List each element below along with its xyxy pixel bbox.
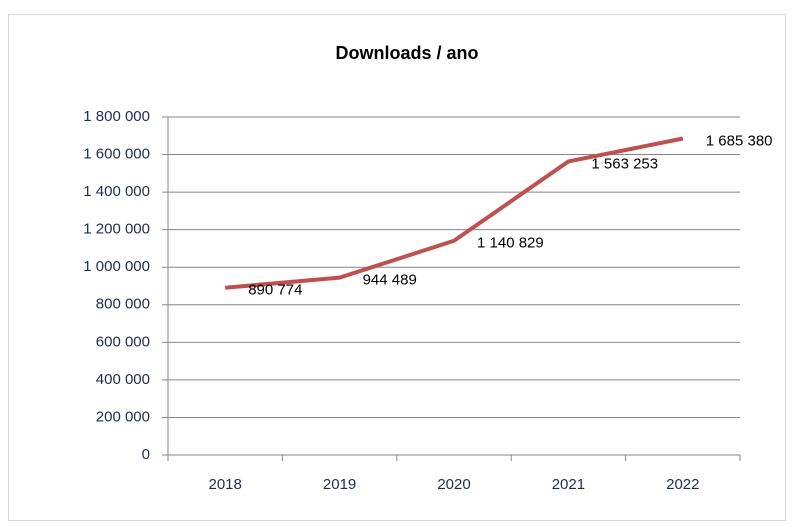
y-tick-label: 400 000 [96, 371, 150, 388]
y-tick-label: 600 000 [96, 333, 150, 350]
y-tick-label: 1 800 000 [83, 108, 150, 125]
x-tick-label: 2018 [209, 476, 242, 493]
y-tick-label: 1 400 000 [83, 183, 150, 200]
y-tick-label: 800 000 [96, 296, 150, 313]
data-label: 944 489 [363, 272, 417, 289]
data-label: 1 685 380 [706, 132, 773, 149]
data-label: 1 563 253 [591, 155, 658, 172]
x-tick-label: 2020 [437, 476, 470, 493]
x-tick-label: 2021 [552, 476, 585, 493]
chart-title: Downloads / ano [335, 43, 478, 63]
y-tick-label: 0 [142, 446, 150, 463]
y-tick-label: 1 000 000 [83, 258, 150, 275]
x-tick-label: 2022 [666, 476, 699, 493]
y-tick-label: 1 600 000 [83, 146, 150, 163]
data-label: 890 774 [248, 282, 302, 299]
y-tick-label: 1 200 000 [83, 221, 150, 238]
y-tick-label: 200 000 [96, 408, 150, 425]
x-tick-label: 2019 [323, 476, 356, 493]
data-line [225, 136, 684, 290]
data-label: 1 140 829 [477, 235, 544, 252]
